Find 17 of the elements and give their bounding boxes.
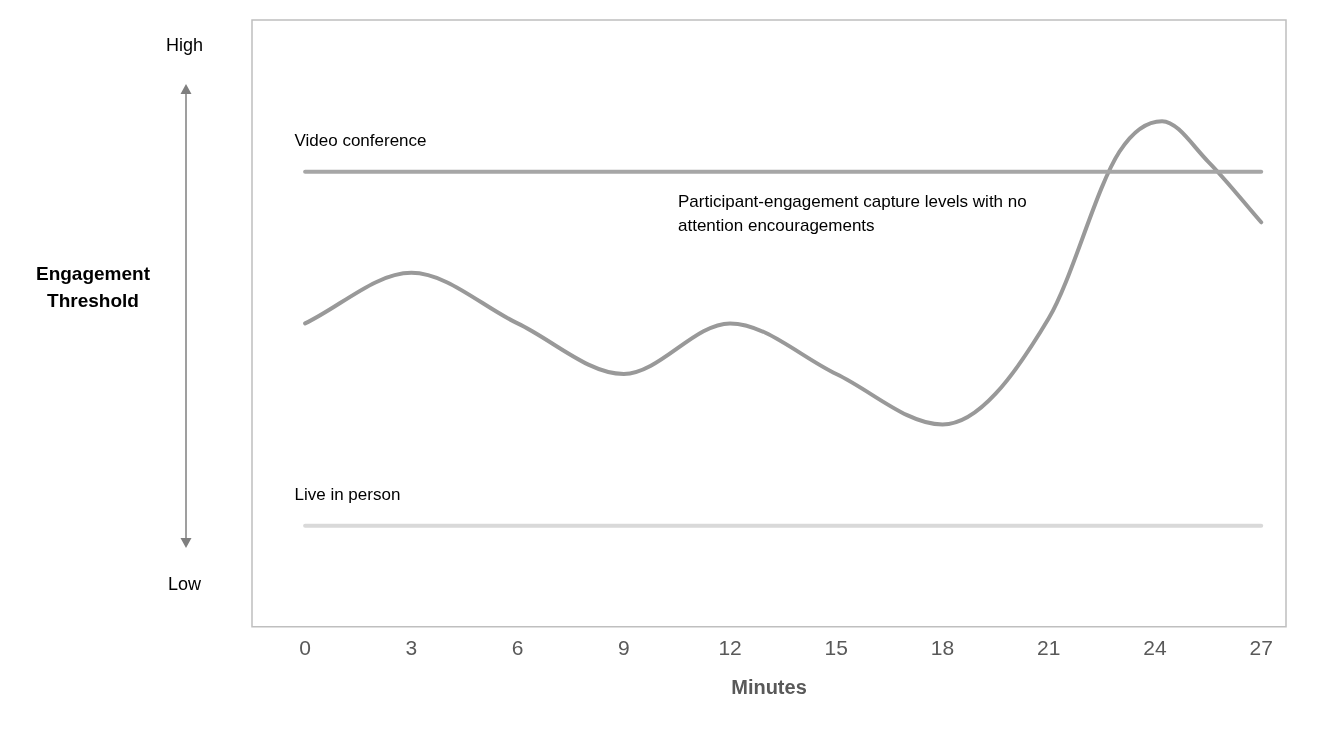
x-tick-label: 24 [1143,636,1167,660]
text: Low [168,574,202,595]
x-tick-label: 0 [299,636,311,660]
x-axis-title: Minutes [731,675,807,698]
x-tick-label: 27 [1249,636,1273,660]
x-tick-label: 3 [405,636,418,660]
annotation: Participant-engagement capture levels with no attention encouragements [678,191,1028,237]
x-tick-label: 21 [1037,636,1061,660]
text: Engagement Threshold [35,262,151,313]
x-tick-label: 12 [718,636,742,660]
text: High [166,35,204,56]
x-tick-label: 6 [511,636,524,660]
x-tick-label: 18 [930,636,955,660]
x-tick-label: 15 [824,636,848,660]
x-tick-label: 9 [617,636,630,660]
series-label: Video conference [294,131,427,151]
series-label: Live in person [294,485,401,505]
